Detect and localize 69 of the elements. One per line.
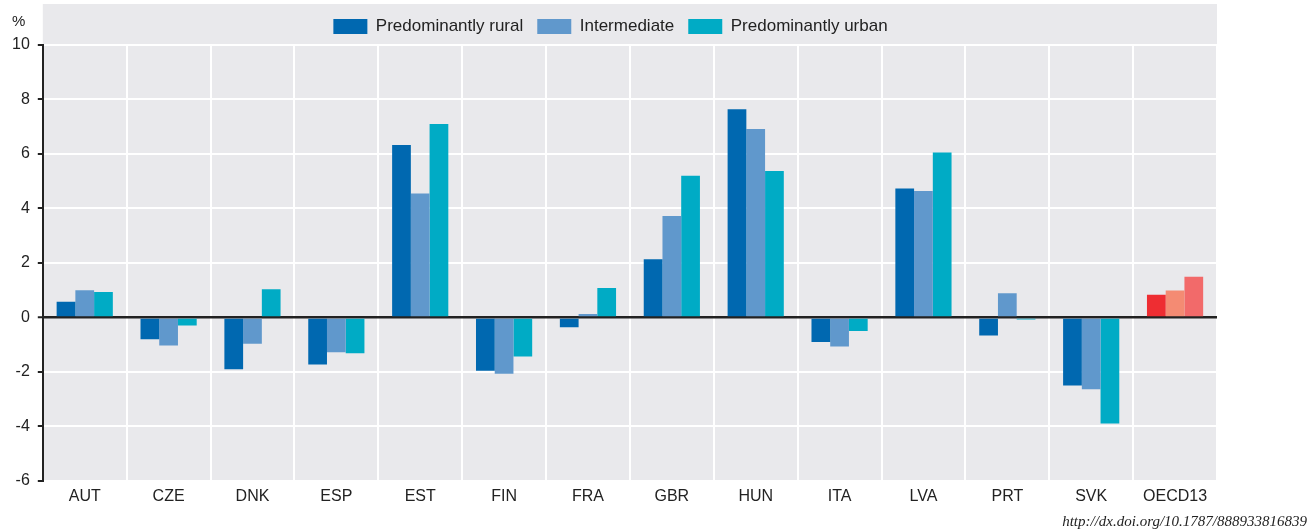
text: http://dx.doi.org/10.1787/888933816839 bbox=[1062, 513, 1308, 530]
y-axis-title: % bbox=[12, 11, 26, 29]
bar bbox=[1063, 318, 1082, 386]
y-tick-label: -2 bbox=[15, 362, 30, 380]
bar bbox=[410, 193, 430, 317]
bar bbox=[140, 318, 160, 340]
bar bbox=[643, 259, 663, 317]
bar bbox=[746, 128, 766, 317]
x-tick-label: ESP bbox=[320, 486, 353, 504]
bar bbox=[811, 318, 831, 342]
legend-label: Intermediate bbox=[579, 16, 675, 36]
bar bbox=[848, 318, 868, 331]
bar bbox=[559, 318, 579, 328]
y-tick-label: -4 bbox=[15, 416, 30, 434]
bar bbox=[326, 318, 346, 353]
x-tick-label: OECD13 bbox=[1143, 486, 1208, 504]
y-tick-label: 8 bbox=[20, 89, 30, 107]
x-tick-label: GBR bbox=[654, 486, 690, 504]
x-tick-label: PRT bbox=[991, 486, 1024, 504]
bar bbox=[578, 314, 598, 317]
bar bbox=[1184, 276, 1204, 317]
bar bbox=[1081, 318, 1101, 390]
bar bbox=[932, 152, 952, 317]
bar bbox=[1146, 294, 1166, 317]
bar bbox=[345, 318, 365, 354]
x-tick-label: EST bbox=[404, 486, 436, 504]
bar bbox=[513, 318, 533, 357]
y-tick-label: 0 bbox=[20, 307, 30, 325]
bar bbox=[177, 318, 197, 326]
bar bbox=[727, 109, 747, 317]
bar bbox=[997, 293, 1017, 317]
bar bbox=[159, 318, 178, 346]
y-tick-label: -6 bbox=[15, 471, 30, 489]
bar bbox=[597, 287, 617, 317]
y-tick-label: 4 bbox=[20, 198, 30, 216]
x-tick-label: HUN bbox=[738, 486, 774, 504]
x-tick-label: FIN bbox=[491, 486, 517, 504]
x-tick-label: LVA bbox=[909, 486, 938, 504]
bar bbox=[662, 216, 682, 317]
x-tick-label: ITA bbox=[827, 486, 852, 504]
bar bbox=[494, 318, 514, 374]
bar bbox=[1100, 318, 1120, 424]
bar bbox=[94, 292, 113, 317]
bar bbox=[979, 318, 998, 336]
bar bbox=[392, 144, 411, 317]
bar bbox=[765, 171, 784, 317]
x-tick-label: FRA bbox=[571, 486, 605, 504]
bar bbox=[1165, 290, 1185, 317]
legend-label: Predominantly rural bbox=[375, 16, 524, 36]
legend-label: Predominantly urban bbox=[730, 16, 888, 36]
x-tick-label: CZE bbox=[152, 486, 185, 504]
y-tick-label: 2 bbox=[20, 253, 30, 271]
bar bbox=[429, 123, 449, 317]
bar bbox=[475, 318, 495, 371]
y-tick-label: 6 bbox=[20, 144, 30, 162]
bar bbox=[56, 301, 76, 317]
bar bbox=[224, 318, 244, 370]
x-tick-label: SVK bbox=[1075, 486, 1108, 504]
x-tick-label: AUT bbox=[68, 486, 101, 504]
bar bbox=[895, 188, 915, 317]
bar bbox=[830, 318, 849, 347]
bar bbox=[681, 175, 700, 317]
y-tick-label: 10 bbox=[12, 35, 30, 53]
bar bbox=[261, 289, 281, 317]
bar bbox=[243, 318, 262, 344]
bar bbox=[914, 190, 933, 317]
bar bbox=[75, 290, 95, 317]
x-tick-label: DNK bbox=[235, 486, 270, 504]
bar bbox=[308, 318, 327, 365]
